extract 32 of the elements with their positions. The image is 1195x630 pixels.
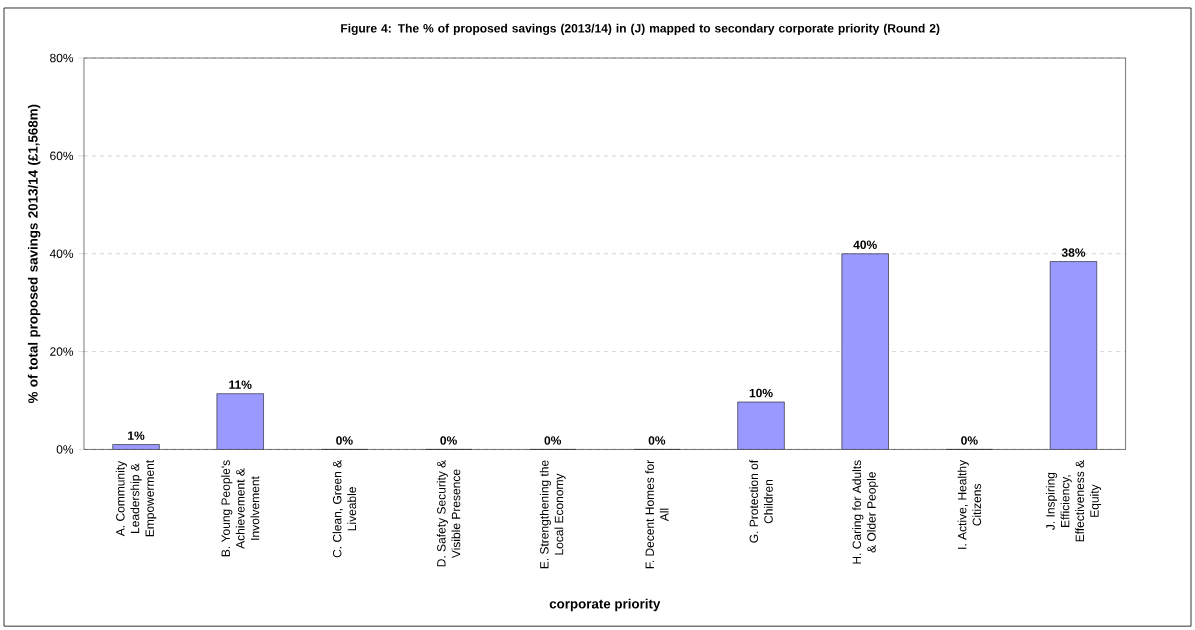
y-tick-label: 40% (49, 249, 74, 258)
data-label: 11% (229, 380, 252, 389)
data-label: 1% (128, 431, 145, 440)
y-tick-label: 0% (56, 445, 74, 454)
y-tick-label: 20% (50, 347, 74, 356)
data-label: 0% (961, 436, 978, 445)
x-tick-label: B. Young People's Achievement & Involvement (221, 460, 260, 557)
data-label: 0% (648, 436, 666, 445)
bar (1049, 261, 1098, 450)
y-tick-label: 60% (50, 151, 74, 161)
data-label: 0% (440, 436, 457, 445)
data-label: 0% (544, 436, 562, 445)
x-tick-label: C. Clean, Green & Liveable (332, 459, 357, 558)
x-tick-label: I. Active, Healthy Citizens (957, 459, 982, 549)
x-tick-label: F. Decent Homes for All (645, 459, 669, 569)
y-tick-label: 80% (50, 53, 74, 63)
x-tick-label: H. Caring for Adults & Older People (852, 460, 879, 564)
x-tick-label: G. Protection of Children (749, 459, 773, 543)
x-tick-label: A. Community Leadership & Empowerment (115, 459, 157, 537)
x-tick-label: J. Inspiring Efficiency, Effectiveness & Equity (1045, 459, 1102, 542)
x-tick-label: E. Strengthening the Local Economy (539, 460, 566, 569)
y-axis-title: % of total proposed savings 2013/14 (£1,568m) (27, 104, 41, 404)
x-axis-title: corporate priority (549, 598, 661, 612)
data-label: 10% (749, 388, 773, 398)
data-label: 40% (853, 240, 877, 249)
x-tick-label: D. Safety Security & Visible Presence (436, 459, 461, 567)
chart-title: Figure 4: The % of proposed savings (2013/14) in (J) mapped to secondary corporate priority (Round 2) (341, 23, 940, 35)
data-label: 38% (1061, 248, 1086, 257)
bar (216, 393, 264, 450)
bar (737, 401, 785, 450)
bar (841, 253, 889, 450)
data-label: 0% (336, 436, 353, 445)
